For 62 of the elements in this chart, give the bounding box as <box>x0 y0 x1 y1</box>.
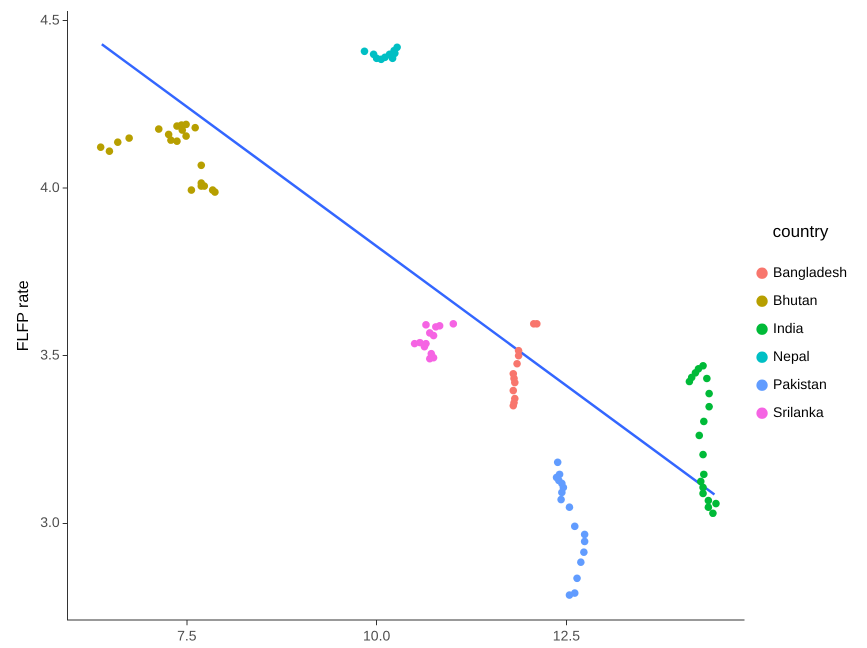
point <box>154 125 163 133</box>
point <box>182 132 190 140</box>
legend-label: Nepal <box>773 348 810 364</box>
x-tick-label: 10.0 <box>363 627 390 644</box>
point <box>573 574 581 582</box>
point <box>393 43 401 52</box>
legend-label: Pakistan <box>773 376 827 392</box>
point <box>125 134 133 142</box>
point <box>696 478 705 486</box>
point <box>558 488 566 496</box>
point <box>513 360 521 368</box>
point <box>712 500 720 508</box>
point <box>182 120 190 128</box>
point <box>580 548 588 556</box>
legend-title: country <box>772 222 829 241</box>
point <box>173 137 181 145</box>
point <box>197 161 206 170</box>
point <box>699 490 707 498</box>
point <box>700 470 708 478</box>
legend-label: India <box>773 320 804 336</box>
point <box>695 432 704 440</box>
x-tick-label: 12.5 <box>552 627 580 644</box>
legend-label: Srilanka <box>773 404 824 420</box>
y-tick-label: 3.0 <box>40 514 60 530</box>
legend-label: Bangladesh <box>773 264 847 280</box>
point <box>709 509 717 518</box>
point <box>436 322 444 330</box>
point <box>577 558 585 566</box>
point <box>705 402 713 410</box>
point <box>704 496 712 504</box>
point <box>430 332 438 340</box>
point <box>106 147 114 155</box>
point <box>566 503 574 512</box>
point <box>422 321 430 329</box>
point <box>360 47 368 56</box>
point <box>580 530 588 538</box>
y-tick-label: 4.0 <box>40 178 60 195</box>
point <box>191 124 199 132</box>
point <box>211 188 219 196</box>
point <box>96 143 104 151</box>
point <box>700 418 708 426</box>
point <box>188 186 196 194</box>
point <box>554 458 562 466</box>
point <box>704 503 712 512</box>
y-tick-label: 3.5 <box>40 346 60 363</box>
legend-label: Bhutan <box>773 292 818 308</box>
point <box>570 589 579 597</box>
point <box>509 386 518 394</box>
point <box>164 130 172 138</box>
x-tick-label: 7.5 <box>177 627 197 644</box>
point <box>686 378 694 386</box>
point <box>699 450 707 458</box>
point <box>114 138 122 146</box>
y-tick-label: 4.5 <box>40 11 60 28</box>
point <box>703 374 711 382</box>
point <box>570 522 579 530</box>
point <box>580 538 588 546</box>
point <box>705 390 713 398</box>
point <box>450 320 458 328</box>
point <box>557 496 565 504</box>
y-axis-title: FLFP rate <box>15 280 32 352</box>
point <box>514 346 522 354</box>
